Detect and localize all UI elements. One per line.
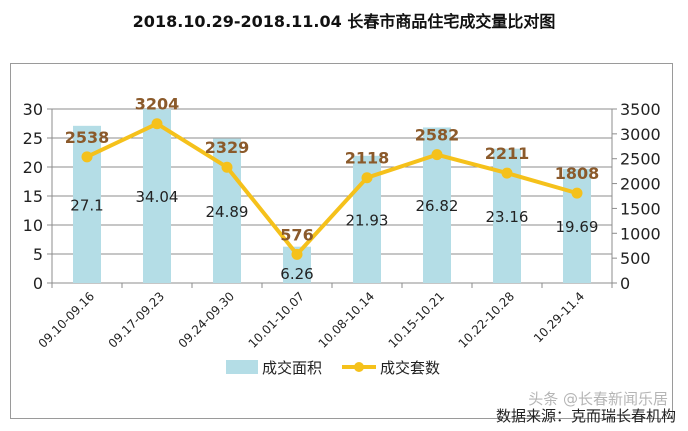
watermark: 头条 @长春新闻乐居 <box>528 390 668 408</box>
line-value-label: 3204 <box>135 95 180 114</box>
line-value-label: 2329 <box>205 138 250 157</box>
y-right-tick-label: 500 <box>620 249 651 268</box>
x-tick-label: 09.17-09.23 <box>106 289 168 351</box>
line-point <box>291 248 303 260</box>
x-tick-label: 10.29-11.4 <box>531 289 587 345</box>
y-right-tick-label: 1500 <box>620 199 661 218</box>
chart-border <box>10 63 673 419</box>
line-value-label: 576 <box>280 225 313 244</box>
legend-line-marker <box>354 362 364 372</box>
line-value-label: 2538 <box>65 128 110 147</box>
y-left-tick-label: 25 <box>23 129 43 148</box>
bar-value-label: 6.26 <box>280 265 313 283</box>
y-right-tick-label: 3500 <box>620 100 661 119</box>
line-point <box>571 187 583 199</box>
y-right-tick-label: 0 <box>620 274 630 293</box>
y-left-tick-label: 20 <box>23 158 43 177</box>
line-point <box>81 151 93 163</box>
x-tick-label: 10.01-10.07 <box>246 289 308 351</box>
bar-value-label: 23.16 <box>486 208 529 226</box>
line-point <box>431 149 443 161</box>
y-left-tick-label: 15 <box>23 187 43 206</box>
line-value-label: 1808 <box>555 164 600 183</box>
y-right-tick-label: 2000 <box>620 175 661 194</box>
line-point <box>501 167 513 179</box>
bar-value-label: 24.89 <box>206 203 249 221</box>
line-value-label: 2582 <box>415 126 460 145</box>
x-tick-label: 10.15-10.21 <box>386 289 448 351</box>
line-value-label: 2211 <box>485 144 530 163</box>
y-left-tick-label: 5 <box>33 245 43 264</box>
chart-title: 2018.10.29-2018.11.04 长春市商品住宅成交量比对图 <box>132 12 556 31</box>
bar-value-label: 21.93 <box>346 211 389 229</box>
legend-label: 成交套数 <box>380 359 440 377</box>
x-tick-label: 10.08-10.14 <box>316 289 378 351</box>
bar-value-label: 26.82 <box>416 197 459 215</box>
bar-value-label: 27.1 <box>70 196 103 214</box>
line-series <box>86 121 578 257</box>
x-tick-label: 10.22-10.28 <box>456 289 518 351</box>
line-value-label: 2118 <box>345 149 390 168</box>
bar <box>143 109 171 283</box>
legend-label: 成交面积 <box>262 359 322 377</box>
x-tick-label: 09.24-09.30 <box>176 289 238 351</box>
line-point <box>151 118 163 130</box>
data-source: 数据来源：克而瑞长春机构 <box>495 407 676 425</box>
y-right-tick-label: 2500 <box>620 150 661 169</box>
y-left-tick-label: 0 <box>33 274 43 293</box>
line-point <box>221 161 233 173</box>
bar-value-label: 19.69 <box>556 218 599 236</box>
x-tick-label: 09.10-09.16 <box>36 289 98 351</box>
bar-value-label: 34.04 <box>136 188 179 206</box>
y-right-tick-label: 1000 <box>620 224 661 243</box>
y-left-tick-label: 30 <box>23 100 43 119</box>
legend-bar-swatch <box>226 360 258 374</box>
line-point <box>361 172 373 184</box>
y-left-tick-label: 10 <box>23 216 43 235</box>
y-right-tick-label: 3000 <box>620 125 661 144</box>
